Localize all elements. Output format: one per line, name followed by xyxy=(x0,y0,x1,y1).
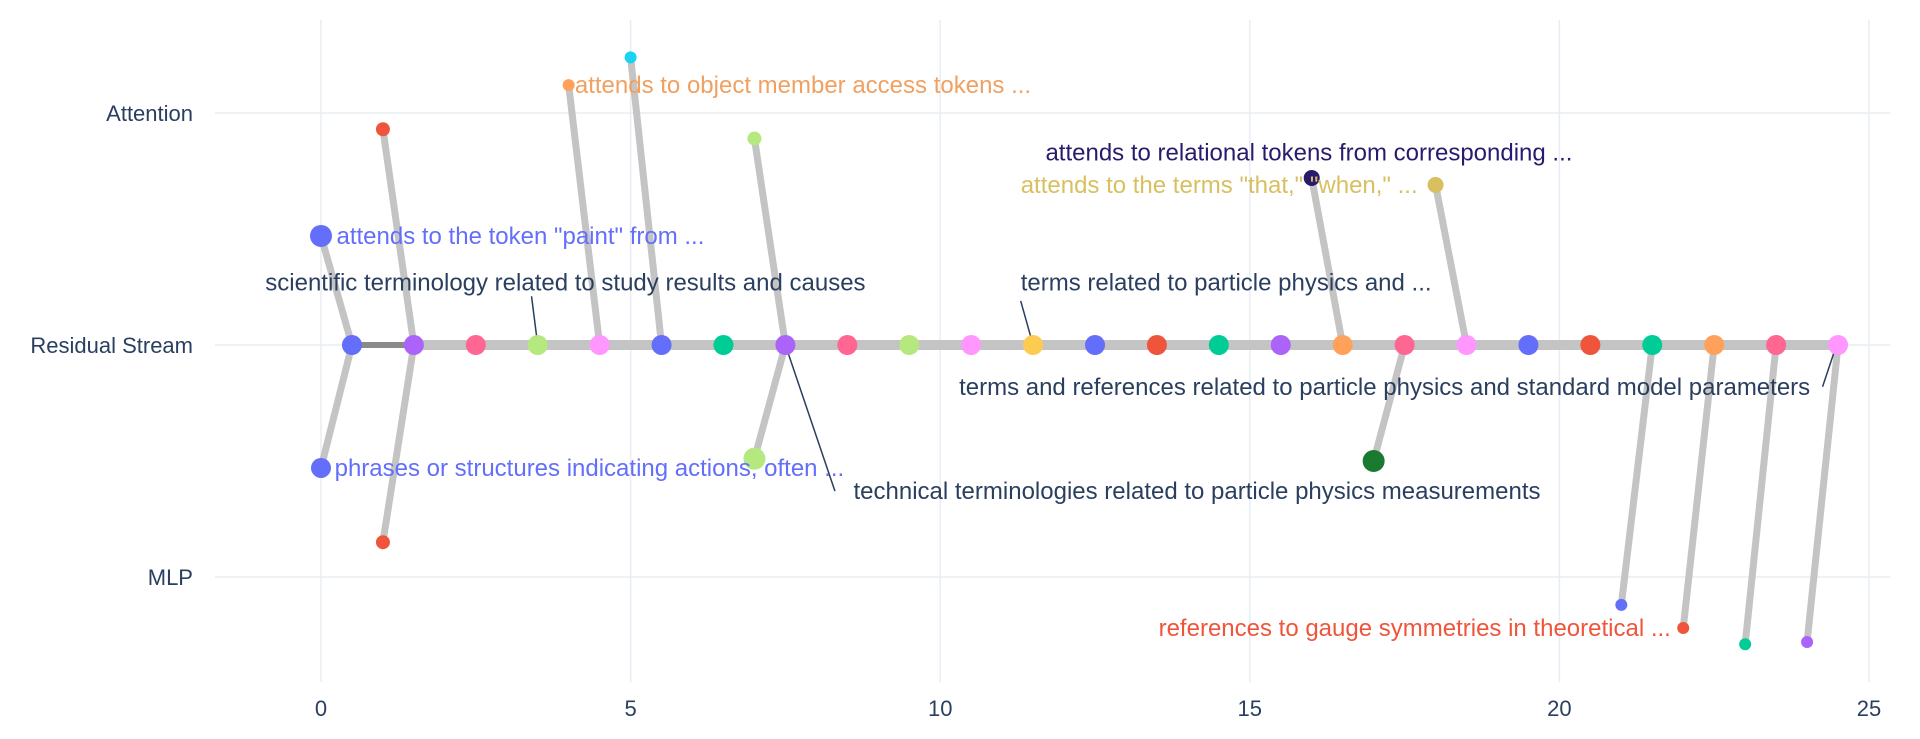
residual-node-20 xyxy=(1580,335,1601,355)
feature-edge-0 xyxy=(317,232,356,349)
residual-node-7 xyxy=(775,335,796,355)
x-tick-label-5: 5 xyxy=(624,696,636,721)
x-tick-label-10: 10 xyxy=(928,696,952,721)
feature-edge-8 xyxy=(1308,174,1347,349)
feature-node-1 xyxy=(311,457,331,478)
residual-node-11 xyxy=(1023,335,1044,355)
feature-edge-13 xyxy=(1741,341,1780,648)
feature-node-3 xyxy=(375,535,390,550)
residual-node-6 xyxy=(713,335,734,355)
feature-edge-4 xyxy=(565,81,604,349)
feature-edge-7 xyxy=(750,341,789,463)
feature-edge-9 xyxy=(1432,181,1471,349)
residual-node-21 xyxy=(1642,335,1663,355)
y-tick-label-2: MLP xyxy=(148,565,193,590)
feature-node-0 xyxy=(310,224,332,247)
annotation-label-7: phrases or structures indicating actions… xyxy=(335,455,845,482)
residual-node-24 xyxy=(1828,335,1849,355)
residual-node-17 xyxy=(1394,335,1415,355)
leader-line-3 xyxy=(784,344,836,492)
feature-edge-6 xyxy=(750,135,789,349)
annotation-label-2: attends to the terms "that," "when," ... xyxy=(1021,172,1418,199)
feature-node-14 xyxy=(1801,635,1814,648)
annotation-label-9: references to gauge symmetries in theore… xyxy=(1159,615,1671,642)
feature-edge-3 xyxy=(379,341,418,546)
residual-node-19 xyxy=(1518,335,1539,355)
feature-edge-2 xyxy=(379,125,418,349)
annotation-label-1: attends to relational tokens from corres… xyxy=(1045,139,1572,166)
residual-node-13 xyxy=(1146,335,1167,355)
feature-node-13 xyxy=(1739,638,1752,651)
feature-node-2 xyxy=(375,122,390,137)
x-tick-label-15: 15 xyxy=(1238,696,1262,721)
annotation-label-5: terms related to particle physics and ..… xyxy=(1021,269,1432,296)
annotation-label-4: scientific terminology related to study … xyxy=(265,269,865,296)
residual-node-2 xyxy=(465,335,486,355)
feature-edge-11 xyxy=(1617,341,1656,609)
feature-node-4 xyxy=(562,79,575,92)
feature-node-6 xyxy=(747,131,762,146)
residual-node-3 xyxy=(527,335,548,355)
residual-node-5 xyxy=(651,335,672,355)
feature-edge-10 xyxy=(1370,341,1409,465)
residual-node-14 xyxy=(1208,335,1229,355)
x-tick-label-20: 20 xyxy=(1547,696,1571,721)
residual-node-22 xyxy=(1704,335,1725,355)
feature-node-5 xyxy=(624,51,637,64)
residual-node-23 xyxy=(1766,335,1787,355)
residual-node-9 xyxy=(899,335,920,355)
feature-node-8 xyxy=(1303,169,1320,186)
residual-node-18 xyxy=(1456,335,1477,355)
annotation-label-0: attends to object member access tokens .… xyxy=(575,72,1031,99)
annotation-label-8: technical terminologies related to parti… xyxy=(854,478,1541,505)
x-tick-label-25: 25 xyxy=(1857,696,1881,721)
feature-node-11 xyxy=(1615,598,1628,611)
x-tick-label-0: 0 xyxy=(315,696,327,721)
label-layer: attends to object member access tokens .… xyxy=(265,72,1810,642)
residual-node-16 xyxy=(1332,335,1353,355)
leader-line-2 xyxy=(1821,349,1836,387)
residual-node-1 xyxy=(403,335,424,355)
residual-node-0 xyxy=(341,335,362,355)
feature-node-10 xyxy=(1362,450,1385,472)
feature-node-12 xyxy=(1677,622,1690,635)
residual-node-15 xyxy=(1270,335,1291,355)
y-tick-label-0: Attention xyxy=(106,101,193,126)
feature-edge-12 xyxy=(1679,341,1718,632)
residual-node-12 xyxy=(1085,335,1105,355)
annotation-label-3: attends to the token "paint" from ... xyxy=(336,223,704,250)
residual-node-10 xyxy=(961,335,982,355)
residual-node-8 xyxy=(837,335,858,355)
feature-edge-1 xyxy=(317,341,356,472)
feature-node-9 xyxy=(1427,176,1444,193)
y-tick-label-1: Residual Stream xyxy=(30,333,193,358)
residual-node-4 xyxy=(589,335,610,355)
annotation-label-6: terms and references related to particle… xyxy=(959,374,1810,401)
feature-node-7 xyxy=(743,447,766,470)
feature-edge-14 xyxy=(1803,341,1842,646)
feature-edge-5 xyxy=(627,53,666,349)
node-layer xyxy=(310,51,1849,651)
